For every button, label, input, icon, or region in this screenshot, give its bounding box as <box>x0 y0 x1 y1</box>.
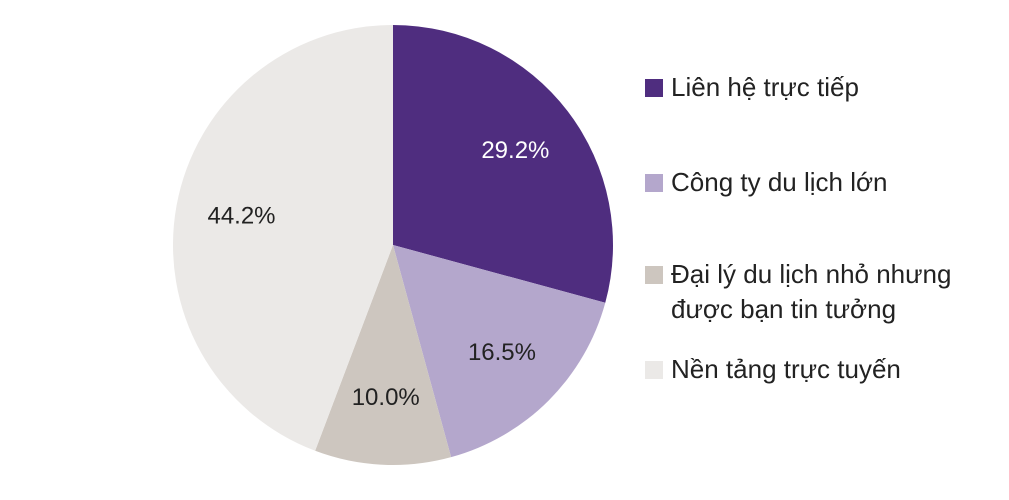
pie-slice <box>393 25 613 303</box>
legend-item: Liên hệ trực tiếp <box>645 70 990 105</box>
legend-label: Liên hệ trực tiếp <box>671 72 859 102</box>
legend-item: Đại lý du lịch nhỏ nhưng được bạn tin tư… <box>645 257 990 327</box>
pie-slice <box>172 25 393 451</box>
pie-slice <box>393 245 606 458</box>
legend-item: Công ty du lịch lớn <box>645 165 990 200</box>
legend-label: Nền tảng trực tuyến <box>671 354 901 384</box>
data-label: 16.5% <box>468 339 536 366</box>
data-label: 29.2% <box>481 137 549 164</box>
legend-swatch <box>645 266 663 284</box>
data-label: 44.2% <box>207 203 275 230</box>
pie-slice <box>315 245 452 465</box>
data-label: 10.0% <box>352 384 420 411</box>
legend-swatch <box>645 174 663 192</box>
legend-label: Công ty du lịch lớn <box>671 167 888 197</box>
legend-swatch <box>645 79 663 97</box>
legend-swatch <box>645 361 663 379</box>
legend-label: Đại lý du lịch nhỏ nhưng được bạn tin tư… <box>671 259 952 324</box>
legend-item: Nền tảng trực tuyến <box>645 352 990 387</box>
